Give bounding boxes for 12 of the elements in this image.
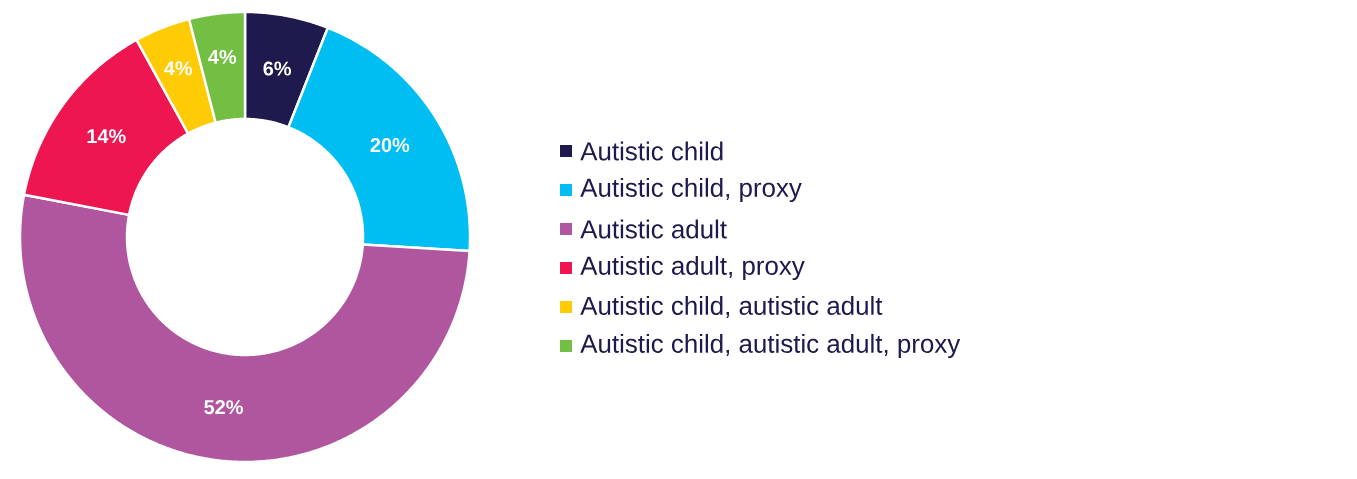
legend-label: Autistic adult, proxy [580,255,805,281]
data-label: 4% [164,61,193,76]
legend-label: Autistic child, autistic adult, proxy [580,333,961,359]
data-label: 14% [87,129,126,144]
data-label: 20% [370,138,410,153]
legend-label: Autistic child [580,141,723,161]
legend-label: Autistic adult [580,219,727,239]
legend-label: Autistic child, proxy [580,177,802,203]
data-label: 6% [263,61,292,76]
data-label: 52% [204,400,243,415]
data-label: 4% [208,49,237,64]
legend-label: Autistic child, autistic adult [580,295,883,319]
